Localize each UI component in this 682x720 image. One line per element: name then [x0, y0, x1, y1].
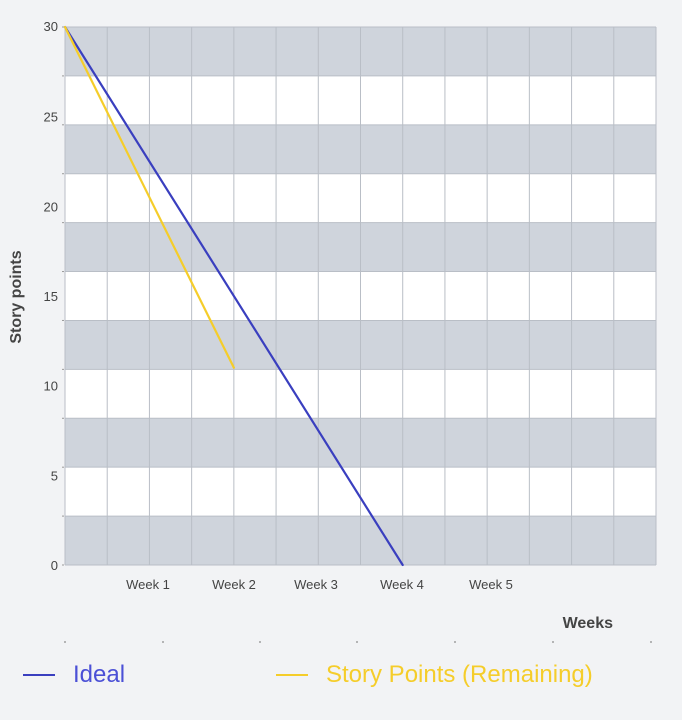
y-tick-label: 15	[44, 289, 58, 304]
x-tick-labels: Week 1 Week 2 Week 3 Week 4 Week 5	[126, 577, 513, 592]
y-tick-label: 30	[44, 19, 58, 34]
series-lines	[63, 25, 404, 567]
y-axis-title: Story points	[8, 250, 25, 343]
y-tick-label: 25	[44, 110, 58, 125]
bottom-dot	[162, 641, 164, 643]
legend-item-ideal[interactable]: Ideal	[23, 655, 125, 695]
legend-swatch-story-points	[276, 674, 308, 676]
legend: Ideal Story Points (Remaining)	[0, 655, 682, 695]
bottom-dots	[64, 641, 652, 643]
legend-item-story-points[interactable]: Story Points (Remaining)	[276, 655, 593, 695]
y-tick-label: 0	[51, 558, 58, 573]
bottom-dot	[650, 641, 652, 643]
y-tick-labels: 0 5 10 15 20 25 30	[44, 19, 58, 573]
x-tick-label: Week 2	[212, 577, 256, 592]
vertical-gridlines	[62, 26, 657, 566]
bottom-dot	[356, 641, 358, 643]
legend-swatch-ideal	[23, 674, 55, 676]
series-line-ideal	[63, 25, 404, 567]
legend-label-ideal: Ideal	[73, 661, 126, 688]
bottom-dot	[64, 641, 66, 643]
series-line-story-points	[63, 25, 235, 369]
x-tick-label: Week 4	[380, 577, 424, 592]
y-tick-label: 10	[44, 379, 58, 394]
bottom-dot	[552, 641, 554, 643]
bottom-dot	[259, 641, 261, 643]
legend-label-story-points: Story Points (Remaining)	[326, 661, 593, 688]
y-tick-label: 20	[44, 199, 58, 214]
y-tick-label: 5	[51, 468, 58, 483]
x-axis-title: Weeks	[563, 615, 614, 632]
x-tick-label: Week 1	[126, 577, 170, 592]
x-tick-label: Week 5	[469, 577, 513, 592]
bottom-dot	[454, 641, 456, 643]
x-tick-label: Week 3	[294, 577, 338, 592]
